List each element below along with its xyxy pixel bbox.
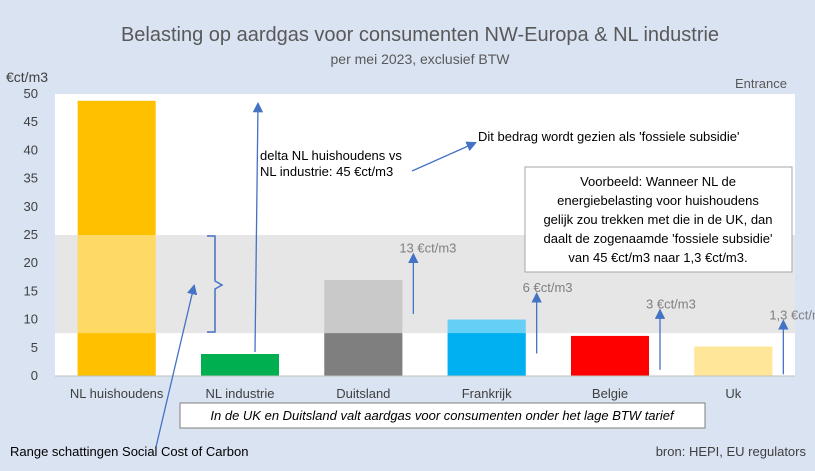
bar-duitsland	[324, 280, 403, 376]
x-tick-label: Belgie	[592, 386, 628, 401]
bar-lower-segment	[447, 333, 526, 376]
bar-band-overlay	[77, 235, 156, 334]
y-tick-label: 5	[31, 340, 38, 355]
example-line: Voorbeeld: Wanneer NL de	[580, 174, 736, 189]
example-line: energiebelasting voor huishoudens	[557, 193, 759, 208]
entrance-label: Entrance	[735, 76, 787, 91]
gap-label: 13 €ct/m3	[399, 241, 456, 256]
y-tick-label: 15	[24, 283, 38, 298]
bar-lower-segment	[77, 333, 156, 376]
gap-label: 1,3 €ct/m3	[769, 307, 815, 322]
y-tick-label: 40	[24, 142, 38, 157]
y-tick-label: 0	[31, 368, 38, 383]
x-tick-label: NL industrie	[206, 386, 275, 401]
bar-lower-segment	[201, 354, 279, 376]
fossil-subsidy-label: Dit bedrag wordt gezien als 'fossiele su…	[478, 129, 740, 144]
y-tick-label: 20	[24, 255, 38, 270]
example-line: daalt de zogenaamde 'fossiele subsidie'	[543, 231, 772, 246]
y-tick-label: 25	[24, 227, 38, 242]
y-tick-label: 35	[24, 171, 38, 186]
source-label: bron: HEPI, EU regulators	[656, 444, 807, 459]
y-tick-label: 45	[24, 114, 38, 129]
example-line: van 45 €ct/m3 naar 1,3 €ct/m3.	[568, 250, 747, 265]
gap-label: 6 €ct/m3	[523, 280, 573, 295]
x-tick-label: Duitsland	[336, 386, 390, 401]
bar	[77, 100, 156, 376]
y-axis-title: €ct/m3	[6, 69, 48, 85]
delta-label-line-1: delta NL huishoudens vs	[260, 148, 402, 163]
bar-belgie	[571, 335, 649, 376]
y-tick-label: 30	[24, 199, 38, 214]
x-tick-label: Frankrijk	[462, 386, 512, 401]
bar-nl-huishoudens	[77, 100, 156, 376]
x-tick-label: Uk	[725, 386, 741, 401]
y-tick-label: 10	[24, 312, 38, 327]
bars	[77, 100, 773, 376]
bar-frankrijk	[447, 319, 526, 376]
bar-lower-segment	[324, 333, 403, 376]
chart-subtitle: per mei 2023, exclusief BTW	[331, 51, 511, 67]
scc-arrow	[155, 283, 198, 448]
btw-note: In de UK en Duitsland valt aardgas voor …	[210, 408, 675, 423]
delta-brace	[207, 235, 224, 333]
delta-label-line-2: NL industrie: 45 €ct/m3	[260, 164, 393, 179]
bar-uk	[694, 346, 773, 376]
example-callout-box	[524, 166, 793, 273]
bar-lower-segment	[694, 346, 773, 376]
fossil-subsidy-arrow	[411, 141, 477, 172]
example-callout-text: Voorbeeld: Wanneer NL de energiebelasting…	[543, 174, 772, 265]
gap-label: 3 €ct/m3	[646, 297, 696, 312]
chart-title: Belasting op aardgas voor consumenten NW…	[121, 24, 719, 46]
scc-label: Range schattingen Social Cost of Carbon	[10, 444, 248, 459]
x-axis-labels: NL huishoudens NL industrie Duitsland Frank…	[70, 386, 742, 401]
btw-note-box	[179, 402, 706, 429]
bar-lower-segment	[571, 335, 649, 376]
bar-band-overlay	[324, 280, 403, 334]
y-tick-label: 50	[24, 86, 38, 101]
example-line: gelijk zou trekken met die in de UK, dan	[543, 212, 772, 227]
x-tick-label: NL huishoudens	[70, 386, 164, 401]
bar-nl-industrie	[201, 354, 279, 376]
bar-band-overlay	[447, 319, 526, 334]
y-axis: 0 5 10 15 20 25 30 35 40 45 50	[24, 86, 38, 383]
gap-arrows: 13 €ct/m3 6 €ct/m3 3 €ct/m3 1,3 €ct/m3	[399, 241, 815, 375]
delta-vertical-arrow	[252, 101, 264, 353]
